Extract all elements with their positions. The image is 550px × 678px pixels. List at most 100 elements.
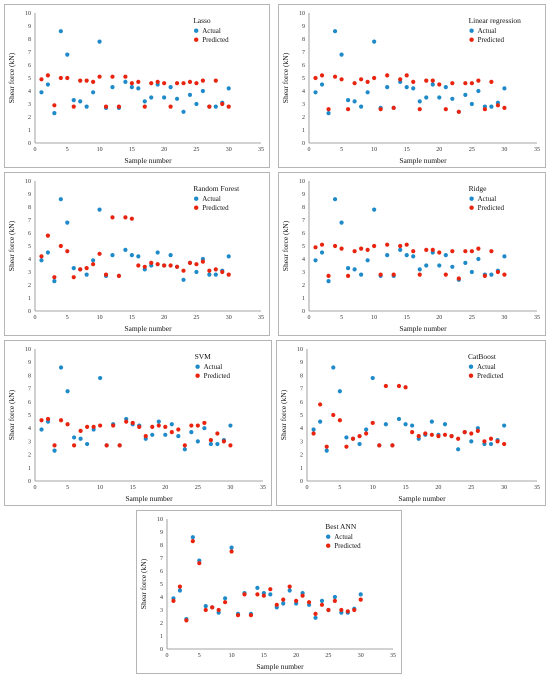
point-actual [398,247,403,252]
point-predicted [136,79,141,84]
point-predicted [350,436,356,441]
point-actual [372,207,377,212]
y-tick-label: 7 [28,50,31,56]
point-actual [85,441,90,447]
point-predicted [424,78,429,83]
y-tick-label: 6 [160,569,163,575]
x-tick-label: 30 [501,315,507,321]
point-predicted [91,424,96,429]
x-tick-label: 0 [34,147,37,153]
y-tick-label: 2 [160,621,163,627]
point-predicted [78,78,83,83]
x-axis-label: Sample number [399,156,447,165]
point-actual [469,439,474,444]
point-actual [313,90,318,95]
point-predicted [495,103,501,108]
point-predicted [326,607,331,613]
point-predicted [424,247,429,252]
point-predicted [391,105,396,110]
y-tick-label: 3 [302,102,305,108]
point-predicted [352,249,357,254]
point-predicted [339,77,344,82]
legend-marker-actual [326,534,331,539]
y-tick-label: 0 [300,479,303,485]
point-predicted [476,78,481,83]
point-predicted [52,275,57,280]
point-predicted [181,81,186,86]
point-actual [313,258,318,263]
point-predicted [129,216,134,221]
point-predicted [377,443,382,448]
chart-svg: 0 5 10 15 20 25 30 35 0 1 2 3 4 5 6 7 8 9 10 Sample number S… [7,179,264,333]
x-tick-label: 35 [390,653,396,659]
point-predicted [417,107,422,112]
point-predicted [365,79,370,84]
point-actual [149,95,154,100]
x-tick-label: 5 [340,147,343,153]
point-predicted [156,423,161,428]
point-predicted [197,561,202,566]
point-predicted [91,79,96,84]
point-predicted [344,444,349,449]
y-axis-label: Shear force (kN) [279,389,288,440]
point-predicted [313,611,318,616]
point-predicted [332,243,338,249]
point-predicted [488,436,494,441]
point-predicted [71,104,76,109]
y-tick-label: 7 [302,218,305,224]
point-predicted [331,412,336,418]
chart-title: Best ANN [325,522,357,531]
point-predicted [358,597,363,602]
y-tick-label: 5 [302,76,305,82]
point-predicted [398,243,403,249]
point-actual [424,95,429,100]
point-actual [502,423,507,428]
point-actual [469,101,474,107]
point-predicted [150,424,155,429]
point-actual [129,85,134,90]
point-actual [71,435,77,440]
chart-svg: 0 5 10 15 20 25 30 35 0 1 2 3 4 5 6 7 8 9 10 Sample number S… [279,347,540,503]
x-tick-label: 35 [534,147,540,153]
point-predicted [220,101,225,107]
point-predicted [194,262,199,267]
x-tick-label: 35 [534,315,540,321]
point-actual [177,588,183,593]
y-tick-label: 6 [28,63,31,69]
y-tick-label: 4 [302,89,305,95]
point-actual [228,423,233,428]
y-tick-label: 9 [28,360,31,366]
point-predicted [189,423,194,428]
point-actual [359,272,364,277]
point-actual [396,416,402,422]
chart-panel-linear-regression: 0 5 10 15 20 25 30 35 0 1 2 3 4 5 6 7 8 9 10 Sample number S… [278,4,546,168]
y-axis-label: Shear force (kN) [7,52,16,103]
chart-svg: 0 5 10 15 20 25 30 35 0 1 2 3 4 5 6 7 8 9 10 Sample number S… [7,347,266,503]
point-predicted [365,247,370,252]
point-actual [332,594,337,600]
point-actual [365,90,370,95]
x-tick-label: 0 [308,147,311,153]
point-predicted [437,82,442,87]
point-actual [345,266,351,271]
point-predicted [306,600,312,605]
point-actual [203,604,208,609]
point-predicted [281,597,286,602]
point-actual [365,258,370,263]
point-actual [443,253,448,258]
point-predicted [450,81,455,86]
point-predicted [221,439,227,444]
x-axis-label: Sample number [256,662,304,671]
point-predicted [482,439,487,444]
legend-label-actual: Actual [478,195,497,203]
point-predicted [345,273,351,278]
point-predicted [391,272,396,277]
chart-title: CatBoost [468,352,497,361]
x-tick-label: 30 [501,485,507,491]
point-actual [429,419,434,424]
point-predicted [181,268,186,273]
point-predicted [442,432,448,437]
legend-marker-predicted [195,373,200,378]
point-actual [337,389,342,394]
point-predicted [359,77,364,82]
